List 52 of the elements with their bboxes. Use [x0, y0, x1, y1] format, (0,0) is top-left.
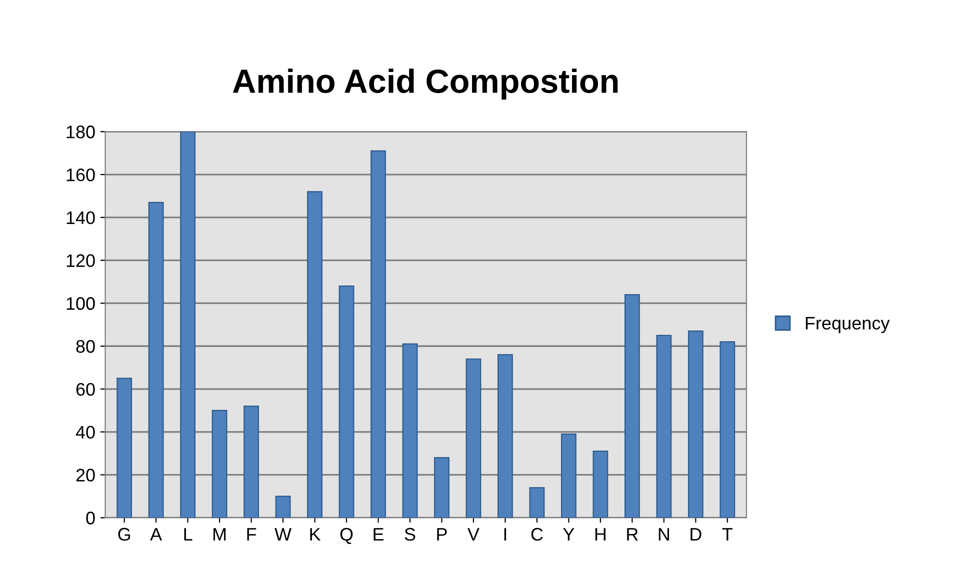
- y-tick-label: 160: [66, 168, 95, 182]
- bar: [402, 343, 418, 518]
- bar: [244, 406, 259, 518]
- y-tick-label: 60: [76, 382, 95, 396]
- x-tick-label: Y: [563, 528, 574, 541]
- y-tick-label: 20: [76, 468, 95, 482]
- x-tick-label: C: [531, 528, 543, 541]
- x-tick-label: G: [118, 528, 130, 541]
- y-tick-label: 0: [86, 512, 95, 524]
- x-tick-label: F: [247, 528, 256, 541]
- bar: [275, 496, 291, 518]
- chart-title: Amino Acid Compostion: [232, 68, 618, 100]
- y-tick-label: 180: [66, 126, 95, 138]
- x-tick-label: Q: [340, 528, 353, 544]
- y-tick-label: 100: [66, 297, 95, 310]
- bar: [720, 341, 736, 518]
- x-tick-label: L: [184, 528, 192, 541]
- x-tick-label: V: [468, 528, 480, 541]
- bar: [116, 378, 132, 518]
- bar: [307, 191, 322, 518]
- bar: [148, 202, 164, 518]
- bar: [338, 286, 354, 518]
- y-tick-label: 80: [76, 340, 95, 353]
- bar: [212, 410, 228, 518]
- x-tick-label: K: [310, 528, 321, 541]
- bar: [180, 132, 196, 518]
- x-tick-label: D: [690, 528, 702, 541]
- x-tick-label: R: [627, 528, 638, 541]
- x-tick-label: E: [374, 528, 384, 541]
- bar: [370, 150, 386, 518]
- x-tick-label: N: [658, 528, 669, 541]
- x-tick-label: A: [150, 528, 162, 541]
- bar: [498, 354, 513, 518]
- y-tick-label: 140: [66, 211, 95, 224]
- x-tick-label: T: [722, 528, 733, 541]
- x-tick-label: M: [214, 528, 226, 541]
- y-tick-label: 40: [76, 426, 95, 439]
- x-tick-label: I: [504, 528, 506, 541]
- x-tick-label: S: [404, 528, 416, 541]
- bar: [624, 294, 640, 518]
- x-tick-label: H: [595, 528, 606, 541]
- bar: [529, 487, 545, 518]
- bar: [466, 358, 482, 518]
- bar: [688, 330, 704, 518]
- bar: [592, 450, 608, 518]
- bar: [434, 457, 450, 518]
- bar: [656, 334, 672, 518]
- y-tick-label: 120: [66, 254, 95, 268]
- x-tick-label: P: [437, 528, 447, 541]
- x-tick-label: W: [274, 528, 292, 541]
- bar: [561, 434, 576, 518]
- legend-label: Frequency: [806, 316, 890, 334]
